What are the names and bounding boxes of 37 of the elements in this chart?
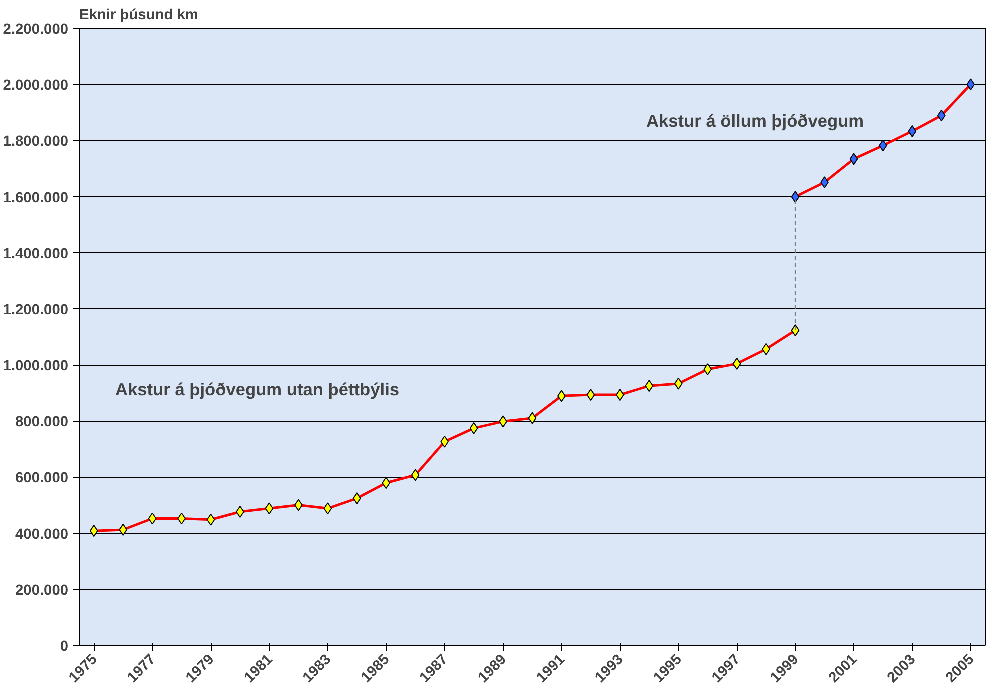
y-tick-label: 1.200.000 xyxy=(3,302,68,318)
y-tick-label: 600.000 xyxy=(16,470,69,487)
point xyxy=(674,378,683,390)
point xyxy=(850,153,858,166)
point xyxy=(937,110,946,122)
point xyxy=(148,512,157,525)
y-tick-label: 2.200.000 xyxy=(3,22,68,38)
annotation: Akstur á þjóðvegum utan þéttbýlis xyxy=(116,379,400,400)
point xyxy=(324,502,332,515)
y-tick-label: 200.000 xyxy=(16,582,69,599)
point xyxy=(704,364,712,376)
y-tick-label: 1.000.000 xyxy=(3,358,68,375)
y-tick-label: 0 xyxy=(60,639,69,655)
point xyxy=(908,125,917,138)
point xyxy=(528,412,537,424)
point xyxy=(206,514,216,526)
y-tick-label: 400.000 xyxy=(16,526,69,543)
point xyxy=(791,191,800,204)
y-tick-label: 1.600.000 xyxy=(3,190,68,206)
point xyxy=(470,422,478,434)
point xyxy=(90,525,98,538)
y-tick-label: 1.400.000 xyxy=(3,246,68,262)
y-tick-label: 2.000.000 xyxy=(3,78,68,94)
point xyxy=(586,389,596,402)
y-tick-label: 1.800.000 xyxy=(3,134,68,150)
point xyxy=(119,524,128,536)
point xyxy=(352,492,362,505)
point xyxy=(382,477,391,490)
point xyxy=(791,324,800,337)
point xyxy=(411,469,420,482)
point xyxy=(265,502,274,515)
point xyxy=(966,78,976,91)
point xyxy=(645,380,654,392)
annotation: Akstur á öllum þjóðvegum xyxy=(646,110,864,131)
y-axis-title: Eknir þúsund km xyxy=(80,8,198,24)
y-tick-label: 800.000 xyxy=(16,414,69,431)
point xyxy=(732,358,742,370)
